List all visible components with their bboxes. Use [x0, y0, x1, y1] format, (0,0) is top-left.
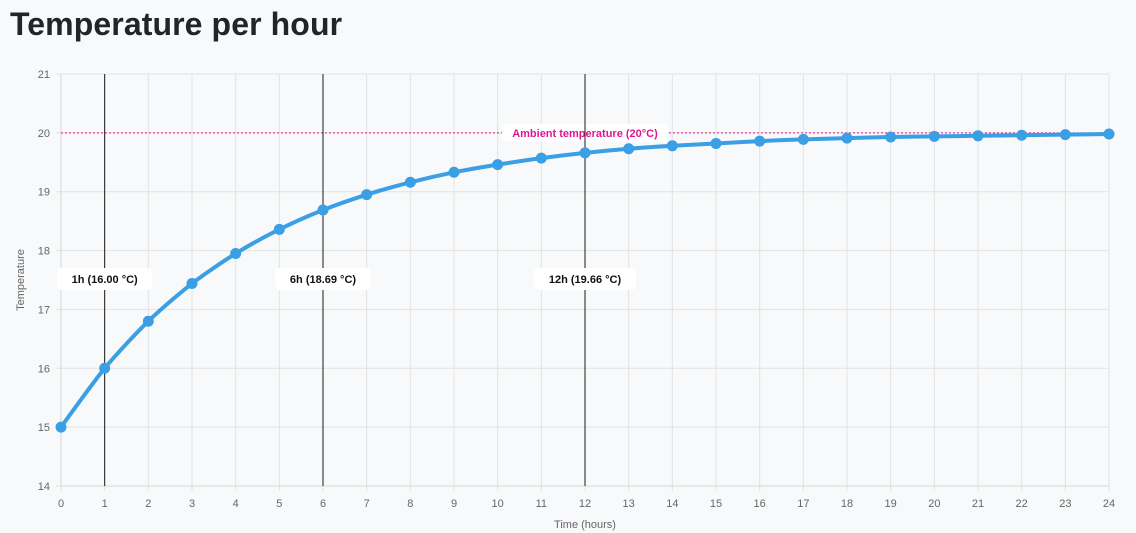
- data-point: [579, 147, 591, 159]
- hour-annotation-label: 1h (16.00 °C): [72, 274, 138, 286]
- x-tick-label: 17: [797, 498, 809, 510]
- x-tick-label: 7: [364, 498, 370, 510]
- y-tick-label: 14: [38, 481, 50, 493]
- x-tick-label: 1: [102, 498, 108, 510]
- x-tick-label: 5: [276, 498, 282, 510]
- y-tick-label: 19: [38, 187, 50, 199]
- grid-lines: [56, 73, 1110, 491]
- x-tick-label: 9: [451, 498, 457, 510]
- x-tick-label: 16: [754, 498, 766, 510]
- hour-annotation-box: [275, 268, 371, 290]
- data-point: [55, 421, 67, 433]
- x-tick-label: 2: [145, 498, 151, 510]
- data-point: [492, 159, 504, 171]
- data-point: [317, 204, 329, 216]
- x-tick-label: 13: [623, 498, 635, 510]
- x-tick-label: 10: [492, 498, 504, 510]
- x-tick-label: 4: [233, 498, 239, 510]
- hour-annotation-labels: 1h (16.00 °C) 6h (18.69 °C) 12h (19.66 °C): [57, 268, 636, 290]
- y-tick-label: 21: [38, 69, 50, 81]
- data-point: [142, 315, 154, 327]
- x-tick-label: 6: [320, 498, 326, 510]
- y-tick-label: 16: [38, 363, 50, 375]
- data-point: [666, 140, 678, 152]
- data-point: [972, 130, 984, 142]
- y-tick-label: 18: [38, 246, 50, 258]
- data-point: [928, 130, 940, 142]
- x-axis-title: Time (hours): [554, 519, 616, 531]
- x-tick-label: 8: [407, 498, 413, 510]
- x-tick-label: 11: [536, 498, 547, 510]
- data-point: [230, 248, 242, 260]
- data-point: [99, 362, 111, 374]
- data-point: [361, 189, 373, 201]
- data-point: [841, 132, 853, 144]
- data-point: [797, 133, 809, 145]
- data-point: [710, 137, 722, 149]
- data-point: [535, 152, 547, 164]
- data-point: [1059, 129, 1071, 141]
- y-axis-title: Temperature: [15, 249, 27, 311]
- y-tick-label: 15: [38, 422, 50, 434]
- data-point: [186, 278, 198, 290]
- y-tick-label: 17: [38, 304, 50, 316]
- temperature-series: [55, 128, 1115, 433]
- data-point: [754, 135, 766, 147]
- hour-annotation-label: 6h (18.69 °C): [290, 274, 356, 286]
- data-point: [273, 223, 285, 235]
- data-point: [1016, 129, 1028, 141]
- x-tick-label: 23: [1059, 498, 1071, 510]
- axis-ticks: 0 1 2 3 4 5 6 7 8 9 10 11 12 13 14 15 16 17 18 19 20 21 22 23 24…: [38, 69, 1115, 510]
- hour-annotation-label: 12h (19.66 °C): [549, 274, 622, 286]
- x-tick-label: 3: [189, 498, 195, 510]
- x-tick-label: 18: [841, 498, 853, 510]
- hour-annotation-box: [57, 268, 153, 290]
- x-tick-label: 0: [58, 498, 64, 510]
- x-tick-label: 14: [666, 498, 678, 510]
- x-tick-label: 22: [1016, 498, 1028, 510]
- x-tick-label: 20: [928, 498, 940, 510]
- hour-annotation-box: [534, 268, 636, 290]
- y-tick-label: 20: [38, 128, 50, 140]
- x-tick-label: 15: [710, 498, 722, 510]
- x-tick-label: 19: [885, 498, 897, 510]
- x-tick-label: 12: [579, 498, 591, 510]
- x-tick-label: 21: [972, 498, 984, 510]
- data-point: [1103, 128, 1115, 140]
- page-title: Temperature per hour: [10, 6, 343, 42]
- data-point: [623, 143, 635, 155]
- data-point: [448, 166, 460, 178]
- data-point: [404, 176, 416, 188]
- x-tick-label: 24: [1103, 498, 1115, 510]
- data-point: [885, 131, 897, 143]
